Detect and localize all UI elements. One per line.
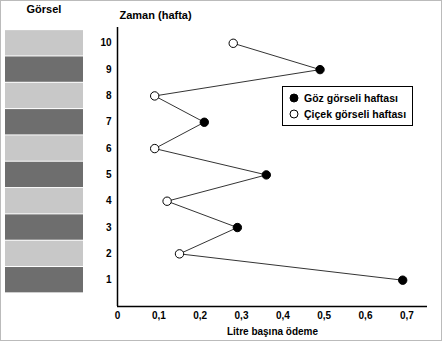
- svg-text:0,4: 0,4: [276, 310, 290, 321]
- svg-text:6: 6: [106, 143, 112, 154]
- svg-text:Görsel: Görsel: [27, 3, 62, 15]
- svg-text:Zaman (hafta): Zaman (hafta): [120, 9, 192, 21]
- svg-text:3: 3: [106, 222, 112, 233]
- svg-text:0,5: 0,5: [317, 310, 331, 321]
- svg-text:1: 1: [106, 274, 112, 285]
- svg-text:8: 8: [106, 90, 112, 101]
- svg-text:9: 9: [106, 64, 112, 75]
- svg-text:2: 2: [106, 248, 112, 259]
- svg-text:0,6: 0,6: [359, 310, 373, 321]
- svg-text:Litre başına ödeme: Litre başına ödeme: [227, 326, 319, 337]
- html-text:Çiçek görseli haftası: Çiçek görseli haftası: [304, 108, 407, 120]
- svg-text:0,3: 0,3: [235, 310, 249, 321]
- svg-text:0,1: 0,1: [152, 310, 166, 321]
- svg-text:5: 5: [106, 169, 112, 180]
- svg-text:0,2: 0,2: [193, 310, 207, 321]
- svg-text:7: 7: [106, 116, 112, 127]
- html-text:Göz görseli haftası: Göz görseli haftası: [304, 92, 398, 104]
- svg-text:10: 10: [100, 37, 112, 48]
- svg-text:0: 0: [115, 310, 121, 321]
- svg-text:0,7: 0,7: [400, 310, 414, 321]
- svg-text:4: 4: [106, 195, 112, 206]
